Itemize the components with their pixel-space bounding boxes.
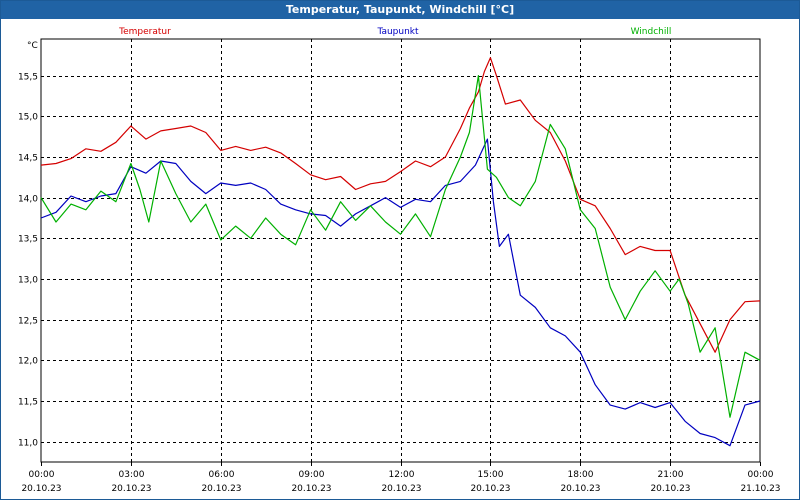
legend-temperatur: Temperatur: [118, 27, 171, 37]
y-tick-label: 15,5: [18, 73, 38, 83]
x-tick-time: 06:00: [209, 470, 235, 480]
x-tick-date: 20.10.23: [560, 484, 600, 494]
plot-frame: [40, 38, 761, 463]
x-tick-time: 09:00: [299, 470, 325, 480]
chart-title: Temperatur, Taupunkt, Windchill [°C]: [1, 1, 799, 19]
x-tick-date: 20.10.23: [650, 484, 690, 494]
x-tick-time: 15:00: [478, 470, 504, 480]
y-axis-label: °C: [27, 41, 38, 51]
x-tick-time: 00:00: [748, 470, 774, 480]
x-tick-time: 03:00: [119, 470, 145, 480]
x-tick-date: 20.10.23: [470, 484, 510, 494]
series-line-temperatur: [40, 57, 761, 353]
y-tick-label: 12,0: [18, 357, 38, 367]
x-tick-time: 21:00: [658, 470, 684, 480]
y-tick-label: 13,0: [18, 276, 38, 286]
x-tick-time: 00:00: [29, 470, 55, 480]
chart-area: 11,0 11,5 12,0 12,5 13,0 13,5 14,0 14,5 15,0 15,5…: [18, 27, 781, 494]
x-tick-date: 20.10.23: [381, 484, 421, 494]
x-tick-date: 20.10.23: [291, 484, 331, 494]
x-tick-date: 20.10.23: [21, 484, 61, 494]
legend-taupunkt: Taupunkt: [376, 27, 419, 37]
y-tick-label: 14,0: [18, 195, 38, 205]
x-tick-time: 18:00: [568, 470, 594, 480]
y-tick-label: 14,5: [18, 154, 38, 164]
y-tick-label: 12,5: [18, 317, 38, 327]
series-line-taupunkt: [40, 138, 761, 447]
y-tick-label: 15,0: [18, 113, 38, 123]
y-tick-label: 13,5: [18, 235, 38, 245]
x-tick-date: 20.10.23: [111, 484, 151, 494]
x-tick-date: 21.10.23: [740, 484, 780, 494]
series-line-windchill: [40, 74, 761, 418]
legend-windchill: Windchill: [631, 27, 672, 37]
x-tick-time: 12:00: [389, 470, 415, 480]
y-tick-label: 11,5: [18, 398, 38, 408]
y-tick-label: 11,0: [18, 439, 38, 449]
x-tick-date: 20.10.23: [201, 484, 241, 494]
